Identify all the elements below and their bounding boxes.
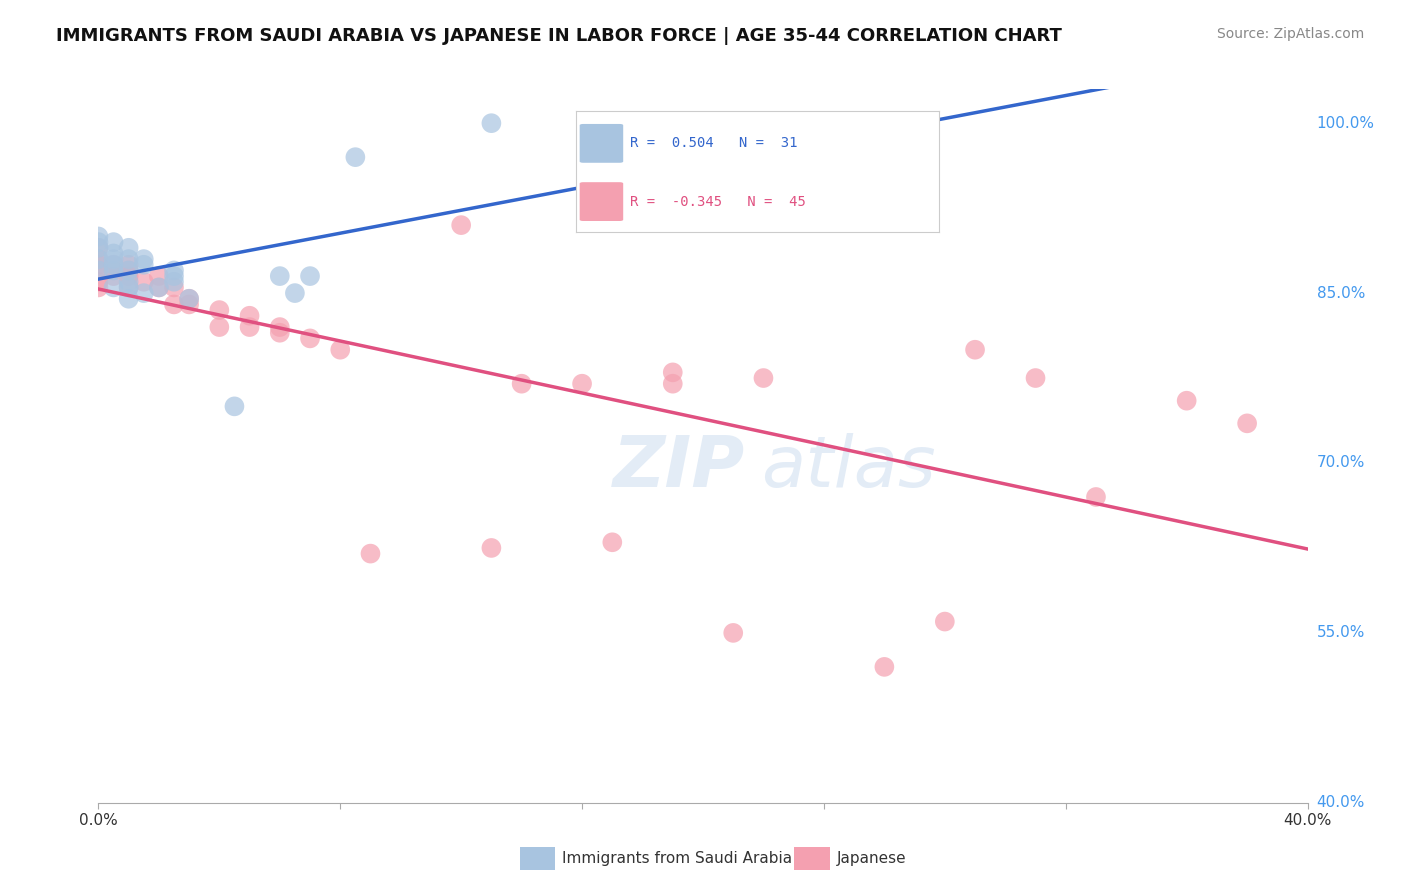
Point <box>163 269 186 284</box>
Text: IMMIGRANTS FROM SAUDI ARABIA VS JAPANESE IN LABOR FORCE | AGE 35-44 CORRELATION : IMMIGRANTS FROM SAUDI ARABIA VS JAPANESE… <box>56 27 1062 45</box>
Text: 100.0%: 100.0% <box>1316 116 1375 131</box>
Point <box>132 258 155 272</box>
Point <box>103 269 125 284</box>
Point <box>360 547 382 561</box>
Point <box>179 297 201 311</box>
Point <box>208 303 231 318</box>
Point <box>148 280 170 294</box>
Point <box>148 269 170 284</box>
Point <box>87 229 110 244</box>
Text: 70.0%: 70.0% <box>1316 456 1365 470</box>
Text: Immigrants from Saudi Arabia: Immigrants from Saudi Arabia <box>562 851 793 865</box>
Point <box>118 241 141 255</box>
Point <box>87 252 110 266</box>
Point <box>87 258 110 272</box>
Point <box>87 275 110 289</box>
Point <box>163 263 186 277</box>
Point <box>965 343 987 357</box>
Point <box>510 376 533 391</box>
Point <box>103 235 125 249</box>
Point <box>661 365 683 379</box>
Point <box>163 275 186 289</box>
Point <box>269 269 291 284</box>
Text: atlas: atlas <box>761 433 935 502</box>
Point <box>602 535 624 549</box>
Point <box>118 263 141 277</box>
Point <box>239 309 262 323</box>
Point <box>118 292 141 306</box>
Point <box>179 292 201 306</box>
Point <box>118 258 141 272</box>
Point <box>239 320 262 334</box>
Point <box>87 263 110 277</box>
Point <box>103 258 125 272</box>
Point <box>87 280 110 294</box>
Point <box>269 326 291 340</box>
Point <box>179 292 201 306</box>
Point <box>450 218 472 232</box>
Point <box>118 275 141 289</box>
Point <box>118 269 141 284</box>
Point <box>87 252 110 266</box>
Point <box>1024 371 1046 385</box>
Point <box>299 269 322 284</box>
Point <box>163 280 186 294</box>
Point <box>87 263 110 277</box>
Point <box>87 241 110 255</box>
Text: 85.0%: 85.0% <box>1316 285 1365 301</box>
Point <box>132 252 155 266</box>
Text: Japanese: Japanese <box>837 851 907 865</box>
Point <box>571 376 593 391</box>
Point <box>118 280 141 294</box>
Point <box>224 400 246 414</box>
Point <box>208 320 231 334</box>
Point <box>103 263 125 277</box>
Point <box>163 297 186 311</box>
Point <box>118 280 141 294</box>
Point <box>87 235 110 249</box>
Point <box>132 286 155 301</box>
Text: 40.0%: 40.0% <box>1316 796 1365 810</box>
Point <box>1175 393 1198 408</box>
Point <box>118 263 141 277</box>
Point <box>132 275 155 289</box>
Point <box>661 376 683 391</box>
Point <box>269 320 291 334</box>
Point <box>118 252 141 266</box>
Point <box>329 343 352 357</box>
Text: Source: ZipAtlas.com: Source: ZipAtlas.com <box>1216 27 1364 41</box>
Point <box>148 280 170 294</box>
Point <box>299 331 322 345</box>
Point <box>1085 490 1108 504</box>
Point <box>103 252 125 266</box>
Point <box>481 116 503 130</box>
Point <box>723 626 745 640</box>
Point <box>481 541 503 555</box>
Text: ZIP: ZIP <box>613 433 745 502</box>
Point <box>284 286 307 301</box>
Point <box>87 241 110 255</box>
Point <box>934 615 956 629</box>
Point <box>103 280 125 294</box>
Point <box>873 660 896 674</box>
Point <box>1236 417 1258 431</box>
Point <box>103 263 125 277</box>
Point <box>752 371 775 385</box>
Point <box>103 246 125 260</box>
Text: 55.0%: 55.0% <box>1316 625 1365 640</box>
Point <box>344 150 367 164</box>
Point <box>103 258 125 272</box>
